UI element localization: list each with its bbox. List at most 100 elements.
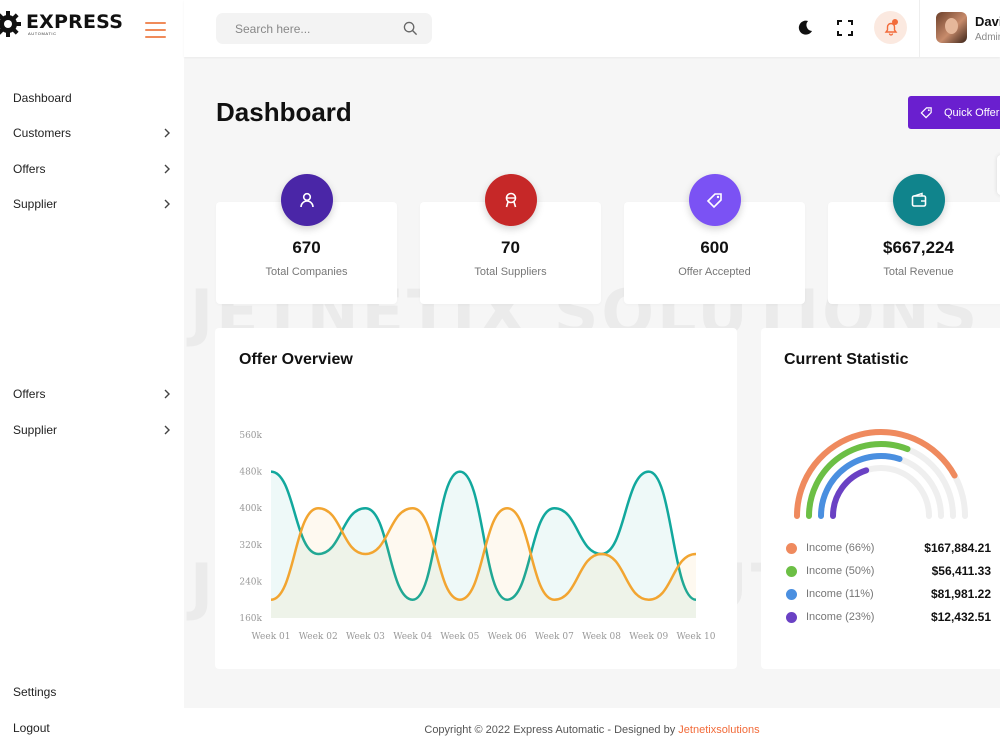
header-divider [919,0,920,57]
legend-item: Income (50%) $56,411.33 [786,563,991,579]
series-area [271,508,696,618]
legend-label: Income (50%) [806,565,875,577]
stat-value: 600 [700,238,729,257]
tag-icon [920,107,932,119]
y-tick-label: 480k [239,468,262,478]
brand-title: EXPRESS [26,10,124,33]
stat-icon-circle [484,174,537,226]
stat-label: Total Suppliers [474,266,547,278]
hamburger-menu-icon[interactable] [145,22,166,39]
sidebar-item-label: Supplier [13,197,58,211]
legend-amount: $81,981.22 [930,587,991,601]
quick-offer-button[interactable]: Quick Offer [908,96,1000,129]
stat-card-revenue: $667,224 Total Revenue [828,174,1000,304]
x-tick-label: Week 06 [488,632,527,642]
chevron-right-icon [164,199,170,209]
sidebar-item-dashboard[interactable]: Dashboard [13,91,173,105]
sidebar-item-label: Offers [13,162,46,176]
sidebar-item-label: Customers [13,126,72,140]
y-tick-label: 560k [239,431,262,441]
wallet-icon [911,192,926,207]
panel-title: Current Statistic [784,351,909,368]
search-input[interactable] [235,21,403,36]
radial-bar [806,441,911,519]
legend-dot [786,611,797,623]
y-tick-label: 160k [239,614,262,624]
stat-icon-circle [688,174,741,226]
x-tick-label: Week 01 [252,632,291,642]
sidebar-item-supplier[interactable]: Supplier [13,197,173,211]
stat-card-companies: 670 Total Companies [216,174,397,304]
offer-overview-panel: Offer Overview 160k 240k 320k 400k 480k 560k W… [215,328,737,669]
brand-subtitle: AUTOMATIC [28,30,57,36]
stat-card-offers-accepted: 600 Offer Accepted [624,174,805,304]
sidebar-item-settings[interactable]: Settings [13,685,173,699]
sidebar-item-label: Offers [13,387,46,401]
radial-bar [830,467,870,519]
legend-label: Income (11%) [806,588,874,600]
user-role: Admin [975,32,1000,43]
stat-value: $667,224 [883,238,954,257]
search-icon[interactable] [403,21,418,36]
series-line [270,470,697,601]
stat-icon-circle [280,174,333,226]
legend-dot [786,588,797,600]
offer-overview-chart: 160k 240k 320k 400k 480k 560k Week 01 Week 02 We… [239,431,716,642]
sidebar-item-label: Dashboard [13,91,72,105]
legend-amount: $167,884.21 [924,541,991,555]
legend-item: Income (66%) $167,884.21 [786,540,991,556]
sidebar-item-label: Supplier [13,423,58,437]
logo[interactable]: EXPRESS AUTOMATIC [0,10,123,38]
sidebar-item-label: Logout [13,721,50,735]
gear-logo-icon [0,11,21,37]
radial-bar [794,429,958,519]
stat-value: 670 [292,238,321,257]
notification-button[interactable] [874,11,907,44]
x-tick-label: Week 09 [629,632,668,642]
current-statistic-panel: Current Statistic Income (66%) $167,884.… [761,328,1000,669]
sidebar: EXPRESS AUTOMATIC Dashboard Customers Of… [0,0,184,750]
radial-bar-chart [794,429,968,519]
legend-dot [786,542,797,554]
legend-label: Income (23%) [806,611,875,623]
chevron-right-icon [164,389,170,399]
stat-icon-circle [892,174,945,226]
chevron-right-icon [164,425,170,435]
top-header: David Admin [184,0,1000,57]
series-area [271,471,696,618]
footer: Copyright © 2022 Express Automatic - Des… [184,708,1000,750]
legend-label: Income (66%) [806,542,875,554]
quick-offer-label: Quick Offer [944,106,1000,119]
notification-dot [892,19,898,25]
sidebar-item-offers[interactable]: Offers [13,387,173,401]
sidebar-item-customers[interactable]: Customers [13,126,173,140]
footer-text: Copyright © 2022 Express Automatic - Des… [424,724,676,736]
x-tick-label: Week 10 [677,632,716,642]
bell-icon [884,22,897,36]
stat-label: Offer Accepted [678,266,751,278]
search-box[interactable] [216,13,432,44]
y-tick-label: 400k [239,504,262,514]
sidebar-item-supplier[interactable]: Supplier [13,423,173,437]
user-icon [299,192,314,208]
stat-value: 70 [501,238,520,257]
stat-label: Total Companies [265,266,348,278]
user-name[interactable]: David [975,14,1000,29]
legend-item: Income (23%) $12,432.51 [786,609,991,625]
x-tick-label: Week 07 [535,632,574,642]
settings-panel-toggle[interactable] [997,155,1000,195]
moon-icon[interactable] [796,19,814,37]
chevron-right-icon [164,164,170,174]
legend-item: Income (11%) $81,981.22 [786,586,991,602]
x-tick-label: Week 08 [582,632,621,642]
chevron-right-icon [164,128,170,138]
sidebar-item-logout[interactable]: Logout [13,721,173,735]
fullscreen-icon[interactable] [836,19,854,37]
sidebar-item-offers[interactable]: Offers [13,162,173,176]
panel-title: Offer Overview [239,351,353,368]
avatar[interactable] [936,12,967,43]
footer-link[interactable]: Jetnetixsolutions [678,724,760,736]
x-tick-label: Week 05 [440,632,479,642]
x-tick-label: Week 02 [299,632,338,642]
y-tick-label: 240k [239,577,262,587]
